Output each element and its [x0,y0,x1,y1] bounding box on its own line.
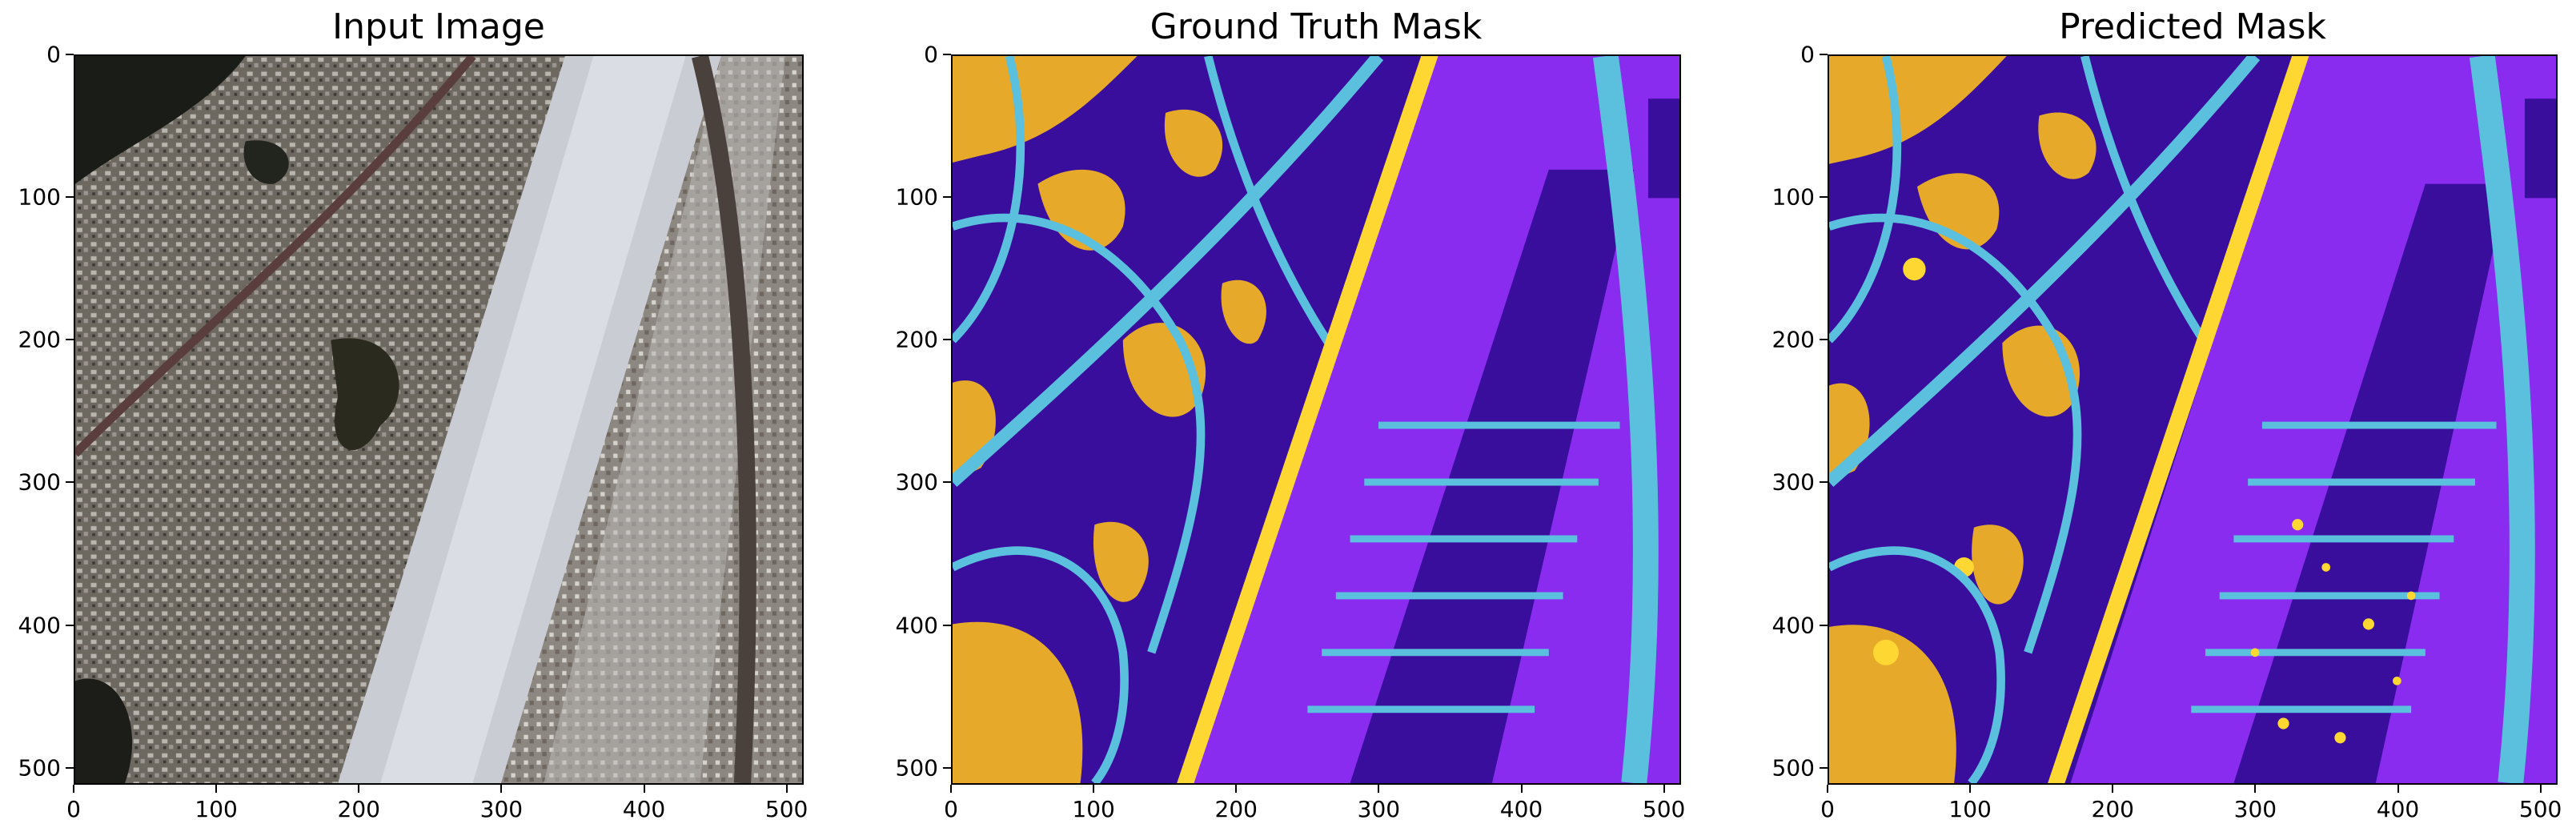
y-tick-label: 0 [46,41,61,68]
x-tick-label: 300 [2233,796,2277,822]
x-tick-mark [500,785,503,793]
ground-truth-axes [951,54,1681,785]
ground-truth-mask-image [953,56,1679,783]
x-tick-label: 500 [764,796,809,822]
panel-title-ground-truth: Ground Truth Mask [1150,6,1483,47]
x-tick-mark [785,785,788,793]
y-tick-mark [66,54,74,55]
y-tick-label: 500 [1772,754,1815,782]
y-tick-label: 0 [1800,41,1815,68]
y-tick-mark [1820,54,1828,55]
y-tick-mark [1820,766,1828,769]
y-tick-label: 200 [18,326,61,353]
y-tick-mark [66,339,74,341]
x-tick-label: 200 [2091,796,2134,822]
y-tick-label: 100 [18,183,61,211]
y-tick-mark [943,54,951,55]
x-tick-mark [1969,785,1972,793]
x-tick-label: 200 [1214,796,1258,822]
y-tick-mark [943,766,951,769]
x-tick-label: 200 [337,796,380,822]
x-tick-label: 100 [1948,796,1992,822]
panel-title-predicted: Predicted Mask [2059,6,2326,47]
y-tick-label: 100 [895,183,938,211]
x-tick-label: 100 [195,796,238,822]
y-tick-mark [1820,339,1828,341]
x-tick-label: 400 [1499,796,1543,822]
y-tick-label: 200 [895,326,938,353]
x-tick-label: 400 [622,796,666,822]
x-tick-mark [2112,785,2114,793]
x-tick-label: 0 [944,796,958,822]
x-tick-mark [73,785,74,793]
x-tick-label: 300 [479,796,524,822]
predicted-mask-image [1829,56,2556,783]
y-tick-mark [66,624,74,626]
x-tick-mark [1378,785,1380,793]
y-tick-mark [1820,196,1828,199]
y-tick-mark [66,481,74,484]
x-tick-mark [1827,785,1828,793]
y-tick-mark [66,196,74,199]
x-tick-label: 300 [1357,796,1401,822]
x-tick-label: 500 [1642,796,1686,822]
x-tick-mark [950,785,952,793]
x-tick-label: 0 [66,796,81,822]
y-tick-label: 0 [924,41,938,68]
x-tick-mark [2254,785,2257,793]
x-tick-label: 0 [1820,796,1835,822]
x-tick-mark [1235,785,1238,793]
y-tick-label: 500 [18,754,61,782]
y-tick-mark [66,766,74,769]
y-tick-label: 400 [18,612,61,638]
y-tick-label: 200 [1772,326,1815,353]
x-tick-mark [215,785,218,793]
y-tick-mark [1820,481,1828,484]
y-tick-label: 300 [895,468,938,496]
x-tick-label: 400 [2376,796,2420,822]
x-tick-label: 500 [2518,796,2562,822]
x-tick-mark [2539,785,2542,793]
panel-title-input: Input Image [332,6,545,47]
y-tick-mark [1820,624,1828,626]
y-tick-label: 300 [18,468,61,496]
predicted-axes [1828,54,2558,785]
x-tick-mark [1663,785,1665,793]
y-tick-label: 500 [895,754,938,782]
x-tick-mark [643,785,645,793]
y-tick-mark [943,339,951,341]
y-tick-label: 100 [1772,183,1815,211]
x-tick-label: 100 [1072,796,1115,822]
y-tick-label: 400 [1772,612,1815,638]
input-satellite-image [75,56,802,783]
x-tick-mark [358,785,360,793]
x-tick-mark [2397,785,2399,793]
x-tick-mark [1093,785,1095,793]
y-tick-mark [943,196,951,199]
y-tick-mark [943,481,951,484]
input-image-axes [74,54,804,785]
x-tick-mark [1520,785,1523,793]
y-tick-mark [943,624,951,626]
y-tick-label: 400 [895,612,938,638]
y-tick-label: 300 [1772,468,1815,496]
